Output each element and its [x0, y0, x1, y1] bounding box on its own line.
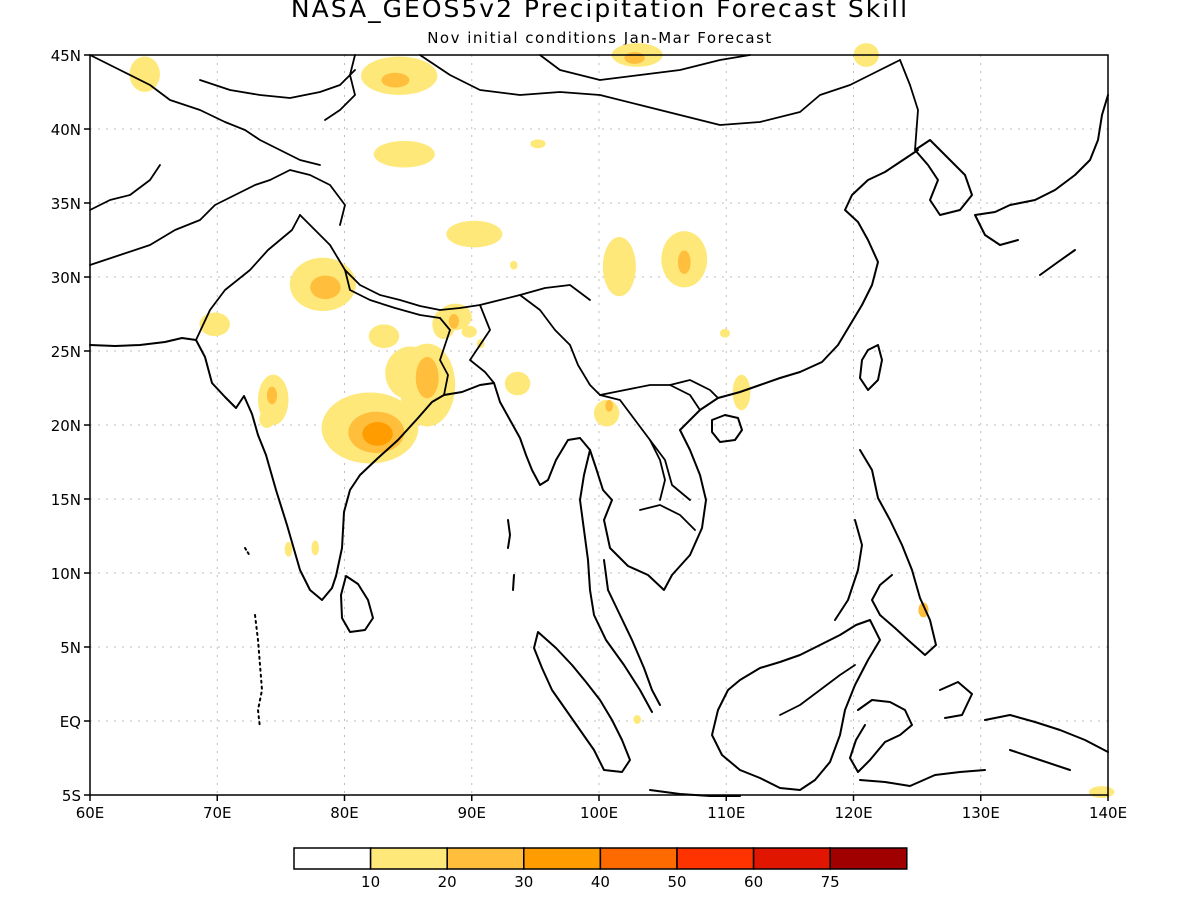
coastline-bangladesh-myanmar [443, 382, 613, 501]
border-central-asia [89, 54, 321, 166]
border-pakistan-india [195, 214, 301, 341]
skill-region [199, 312, 230, 337]
x-tick-label: 80E [330, 804, 359, 822]
coastline-malay-west [579, 449, 653, 713]
y-tick-label: 15N [51, 491, 81, 509]
x-tick-label: 60E [76, 804, 105, 822]
japan [974, 94, 1109, 276]
x-tick-label: 100E [580, 804, 618, 822]
y-tick-label: 30N [51, 269, 81, 287]
border-iran-afghanistan [89, 164, 161, 211]
border-china-vietnam [669, 379, 719, 399]
lakshadweep [244, 547, 251, 557]
x-tick-label: 90E [457, 804, 486, 822]
border-myanmar-china [519, 294, 601, 396]
y-tick-label: 5N [60, 639, 81, 657]
skill-region [381, 72, 410, 88]
sri-lanka [340, 575, 374, 633]
border-himalaya [299, 214, 591, 311]
y-tick-label: 5S [62, 787, 81, 805]
skill-region [1088, 786, 1115, 798]
hainan [711, 414, 743, 443]
skill-region [633, 715, 641, 724]
border-bhutan-bangladesh [439, 304, 495, 396]
skill-region [448, 314, 460, 329]
sumatra [533, 631, 631, 773]
skill-region [719, 328, 731, 338]
border-china-korea [899, 59, 919, 151]
chart-subtitle: Nov initial conditions Jan-Mar Forecast [427, 29, 773, 47]
border-afghanistan-pakistan [89, 179, 271, 266]
y-tick-label: 10N [51, 565, 81, 583]
skill-region [530, 139, 546, 149]
lesser-sunda [859, 769, 986, 787]
skill-region [129, 56, 160, 92]
skill-region [593, 399, 620, 427]
skill-region [284, 541, 293, 557]
y-tick-label: 45N [51, 47, 81, 65]
x-tick-label: 130E [962, 804, 1000, 822]
x-tick-label: 70E [203, 804, 232, 822]
skill-region [602, 237, 636, 297]
skill-region [368, 324, 400, 349]
andaman-islands [507, 519, 515, 591]
border-cambodia [639, 504, 696, 531]
moluccas-new-guinea [939, 681, 1109, 771]
skill-region [509, 260, 518, 270]
skill-region [310, 275, 341, 300]
border-china-kazakh [324, 54, 356, 121]
y-tick-label: 35N [51, 195, 81, 213]
skill-region [677, 250, 691, 275]
x-tick-label: 140E [1089, 804, 1127, 822]
border-nepal [344, 269, 441, 319]
border-mongolia-russia [539, 54, 751, 81]
sulawesi [849, 699, 913, 773]
taiwan [859, 344, 883, 391]
y-tick-label: 25N [51, 343, 81, 361]
skill-region [415, 356, 439, 399]
skill-region [624, 52, 645, 64]
coastline-india-west [195, 339, 337, 601]
y-tick-label: 40N [51, 121, 81, 139]
skill-region [266, 386, 278, 405]
skill-region [918, 602, 929, 618]
x-tick-label: 120E [834, 804, 872, 822]
border-kazakh-kyrgyz [199, 69, 356, 99]
coastline-malay-south [603, 559, 661, 706]
border-borneo [779, 664, 856, 716]
grid-lines [90, 55, 1108, 795]
coastlines-and-borders [89, 54, 1109, 797]
skill-region [373, 140, 435, 168]
skill-region [605, 399, 613, 412]
axis-ticks: 60E 70E 80E 90E 100E 110E 120E 130E 140E 45N 40N 35… [51, 47, 1127, 822]
skill-region [461, 325, 477, 338]
border-laos-vietnam [599, 384, 701, 501]
chart-title: NASA_GEOS5v2 Precipitation Forecast Skil… [290, 0, 910, 23]
korea [914, 139, 973, 216]
skill-region [504, 371, 531, 396]
coastline-gulf-thailand [603, 149, 919, 591]
x-tick-label: 110E [707, 804, 745, 822]
skill-region [259, 410, 275, 428]
philippines [834, 449, 937, 656]
skill-region [362, 422, 393, 446]
coastline-india-east [335, 394, 445, 577]
coastline-iran-pakistan [89, 337, 197, 347]
country-borders [89, 54, 919, 716]
border-india-china-west [269, 169, 346, 226]
y-tick-label: 20N [51, 417, 81, 435]
maldives-islands [254, 614, 263, 729]
y-tick-label: EQ [60, 713, 81, 731]
skill-region [311, 540, 320, 556]
border-china-mongolia [419, 54, 901, 126]
skill-shading [129, 43, 1115, 798]
borneo [711, 619, 881, 791]
skill-region [446, 220, 503, 248]
